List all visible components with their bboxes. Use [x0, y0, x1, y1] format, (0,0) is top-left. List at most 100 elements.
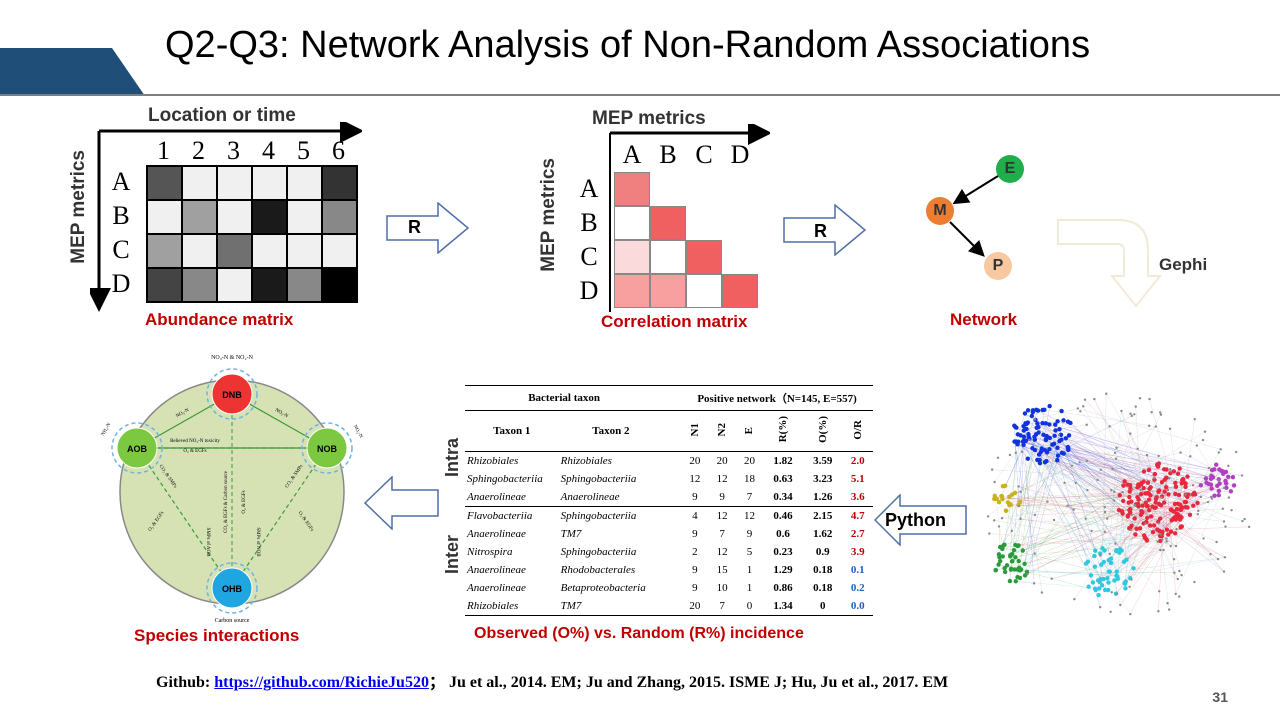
network-node [1098, 551, 1103, 556]
network-node [1070, 464, 1074, 467]
cell-t2: TM7 [560, 528, 582, 540]
network-node [1057, 427, 1062, 432]
network-node [1086, 489, 1089, 492]
network-node [1114, 457, 1118, 460]
network-node [1186, 492, 1191, 497]
network-edge [1104, 507, 1161, 537]
network-node [1159, 548, 1162, 552]
network-node [1185, 505, 1190, 510]
cell-t2: Sphingobacteriia [560, 473, 637, 485]
cell-n2: 7 [719, 600, 725, 612]
network-node [1154, 425, 1157, 428]
network-node [1139, 509, 1144, 514]
network-edge [1038, 432, 1112, 491]
table-row: Anaerolineae Anaerolineae 9 9 7 0.34 1.26 3.6 [465, 488, 873, 507]
network-node [1174, 506, 1180, 512]
network-node [1141, 533, 1147, 538]
correlation-x-axis-label: MEP metrics [592, 108, 706, 129]
network-node [1084, 517, 1087, 520]
network-node [1032, 582, 1036, 585]
table-row: Nitrospira Sphingobacteriia 2 12 5 0.23 0.9 3.9 [465, 543, 873, 561]
footer-prefix: Github: [156, 674, 215, 691]
network-edge [1044, 449, 1176, 505]
network-node [1158, 516, 1163, 521]
network-node [1040, 591, 1044, 594]
abundance-cell [182, 268, 217, 302]
network-edge [1104, 433, 1131, 532]
table-row: Anaerolineae TM7 9 7 9 0.6 1.62 2.7 [465, 525, 873, 543]
network-node [1039, 446, 1044, 451]
network-node [1119, 548, 1124, 553]
network-node [1065, 444, 1071, 450]
network-node [993, 480, 996, 484]
network-node [1028, 438, 1031, 442]
network-node [1120, 498, 1126, 504]
network-edge [1024, 413, 1182, 510]
cell-o: 0.9 [815, 546, 830, 558]
abundance-row-label: C [112, 235, 130, 264]
network-node [1173, 480, 1178, 486]
network-node [1000, 484, 1006, 489]
network-node [1108, 560, 1114, 566]
network-node [1115, 446, 1118, 449]
cell-t2: Anaerolineae [560, 491, 620, 503]
network-edge [1010, 517, 1148, 570]
network-node [1130, 513, 1133, 516]
network-node [1025, 456, 1031, 461]
cell-n1: 4 [692, 510, 698, 522]
network-edge [1107, 508, 1223, 579]
network-edge [1105, 393, 1138, 449]
network-edge [1027, 458, 1136, 506]
network-node [1175, 528, 1178, 531]
network-node [1143, 500, 1149, 505]
correlation-row-label: D [579, 276, 599, 305]
network-node [1148, 485, 1153, 490]
network-edge [1042, 409, 1045, 424]
network-edge [1028, 436, 1101, 556]
network-node [1150, 504, 1155, 509]
network-edge [1146, 455, 1182, 576]
cell-or: 0.2 [850, 582, 865, 594]
cell-r: 0.6 [776, 528, 790, 540]
network-edge [1100, 469, 1132, 502]
cell-e: 7 [746, 491, 753, 503]
col-n1: N1 [688, 422, 701, 437]
network-edge [1101, 564, 1131, 615]
cell-or: 3.6 [850, 491, 865, 503]
network-edge [1158, 477, 1167, 612]
network-node [1058, 432, 1064, 437]
network-node [1222, 520, 1226, 523]
network-edge [1004, 435, 1021, 545]
species-top-label: NO₃-N & NO₂-N [211, 355, 254, 361]
abundance-row-label: A [111, 167, 131, 196]
network-node [1072, 508, 1075, 511]
network-edge [1054, 435, 1115, 492]
network-node [1059, 408, 1064, 414]
network-edge [1023, 441, 1191, 496]
network-edge [1067, 421, 1142, 484]
network-node [1055, 445, 1060, 450]
network-node [1162, 467, 1167, 472]
network-node [1007, 578, 1013, 584]
network-edge [1142, 505, 1151, 526]
abundance-cell [287, 200, 322, 234]
species-edge-label: SMPs of AOB [205, 528, 210, 558]
network-node [1137, 526, 1143, 531]
network-edge [1015, 580, 1035, 584]
github-link[interactable]: https://github.com/RichieJu520 [214, 674, 429, 691]
network-node [1174, 544, 1178, 548]
network-node [1215, 483, 1220, 489]
network-node [1161, 500, 1167, 505]
network-edge [1043, 434, 1112, 564]
network-edge [1104, 506, 1225, 522]
network-edge [1025, 423, 1219, 480]
network-node [1040, 407, 1045, 413]
cell-or: 3.9 [850, 546, 865, 558]
correlation-cell [722, 274, 758, 308]
network-node [1148, 493, 1153, 498]
network-node [1222, 570, 1226, 573]
cell-e: 9 [746, 528, 753, 540]
abundance-cell [182, 234, 217, 268]
abundance-cell [322, 234, 357, 268]
